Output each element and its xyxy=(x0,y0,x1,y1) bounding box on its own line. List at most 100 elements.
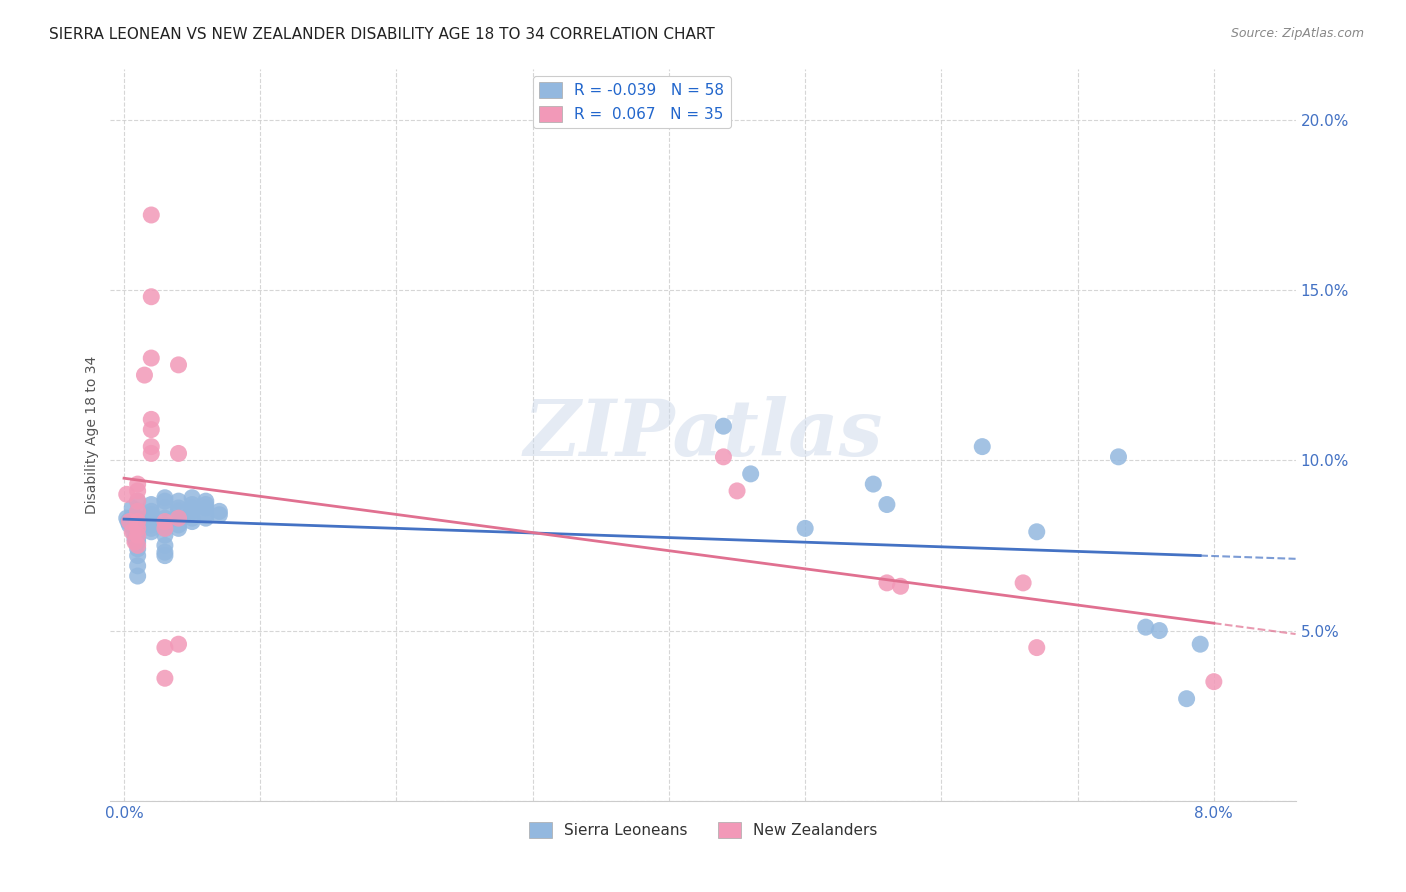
Point xyxy=(167,637,190,651)
Point xyxy=(1025,640,1047,655)
Point xyxy=(167,511,190,525)
Point xyxy=(115,511,138,525)
Point xyxy=(876,575,898,590)
Point xyxy=(141,208,163,222)
Point xyxy=(713,419,735,434)
Point xyxy=(153,521,176,535)
Point xyxy=(127,541,149,556)
Point xyxy=(167,504,190,518)
Point xyxy=(127,515,149,529)
Point xyxy=(181,511,204,525)
Point xyxy=(127,549,149,563)
Text: ZIPatlas: ZIPatlas xyxy=(523,396,883,473)
Point xyxy=(1189,637,1212,651)
Point xyxy=(141,511,163,525)
Text: Source: ZipAtlas.com: Source: ZipAtlas.com xyxy=(1230,27,1364,40)
Point xyxy=(127,524,149,539)
Point xyxy=(127,538,149,552)
Text: SIERRA LEONEAN VS NEW ZEALANDER DISABILITY AGE 18 TO 34 CORRELATION CHART: SIERRA LEONEAN VS NEW ZEALANDER DISABILI… xyxy=(49,27,716,42)
Point xyxy=(167,518,190,533)
Point xyxy=(1135,620,1157,634)
Point xyxy=(127,483,149,498)
Point xyxy=(194,511,217,525)
Point xyxy=(725,483,748,498)
Point xyxy=(1149,624,1171,638)
Point xyxy=(124,535,146,549)
Point xyxy=(153,549,176,563)
Point xyxy=(127,511,149,525)
Point xyxy=(127,494,149,508)
Point xyxy=(141,504,163,518)
Point xyxy=(194,498,217,512)
Point xyxy=(153,515,176,529)
Point xyxy=(153,671,176,685)
Point xyxy=(153,528,176,542)
Point xyxy=(181,504,204,518)
Point xyxy=(153,545,176,559)
Point xyxy=(181,498,204,512)
Point xyxy=(1108,450,1130,464)
Point xyxy=(124,532,146,546)
Point xyxy=(120,511,142,525)
Legend: Sierra Leoneans, New Zealanders: Sierra Leoneans, New Zealanders xyxy=(523,816,883,845)
Point xyxy=(118,518,141,533)
Point xyxy=(115,487,138,501)
Point xyxy=(127,494,149,508)
Point xyxy=(127,528,149,542)
Point xyxy=(153,518,176,533)
Point xyxy=(862,477,884,491)
Point xyxy=(1175,691,1198,706)
Point xyxy=(167,500,190,515)
Point xyxy=(122,524,145,539)
Point xyxy=(194,508,217,522)
Point xyxy=(127,518,149,533)
Point xyxy=(181,491,204,505)
Point xyxy=(127,532,149,546)
Point xyxy=(117,515,139,529)
Point xyxy=(153,640,176,655)
Point xyxy=(141,440,163,454)
Point xyxy=(127,535,149,549)
Point xyxy=(876,498,898,512)
Point xyxy=(141,521,163,535)
Point xyxy=(1012,575,1035,590)
Point xyxy=(141,290,163,304)
Point xyxy=(141,518,163,533)
Point xyxy=(889,579,911,593)
Point xyxy=(167,511,190,525)
Point xyxy=(127,521,149,535)
Point xyxy=(127,504,149,518)
Point xyxy=(972,440,994,454)
Point xyxy=(1202,674,1225,689)
Point xyxy=(153,538,176,552)
Point xyxy=(208,508,231,522)
Point xyxy=(141,412,163,426)
Point xyxy=(141,351,163,365)
Point xyxy=(208,504,231,518)
Point xyxy=(127,558,149,573)
Point xyxy=(141,508,163,522)
Point xyxy=(740,467,762,481)
Point xyxy=(153,500,176,515)
Point xyxy=(134,368,156,383)
Point xyxy=(141,524,163,539)
Point xyxy=(127,504,149,518)
Point xyxy=(167,494,190,508)
Point xyxy=(194,494,217,508)
Point xyxy=(181,500,204,515)
Point xyxy=(167,521,190,535)
Point xyxy=(121,500,143,515)
Point xyxy=(153,511,176,525)
Point xyxy=(1025,524,1047,539)
Point xyxy=(181,515,204,529)
Y-axis label: Disability Age 18 to 34: Disability Age 18 to 34 xyxy=(86,356,100,514)
Point xyxy=(118,515,141,529)
Point xyxy=(141,498,163,512)
Point xyxy=(794,521,817,535)
Point xyxy=(141,423,163,437)
Point xyxy=(125,535,148,549)
Point xyxy=(127,569,149,583)
Point xyxy=(194,500,217,515)
Point xyxy=(167,358,190,372)
Point xyxy=(153,494,176,508)
